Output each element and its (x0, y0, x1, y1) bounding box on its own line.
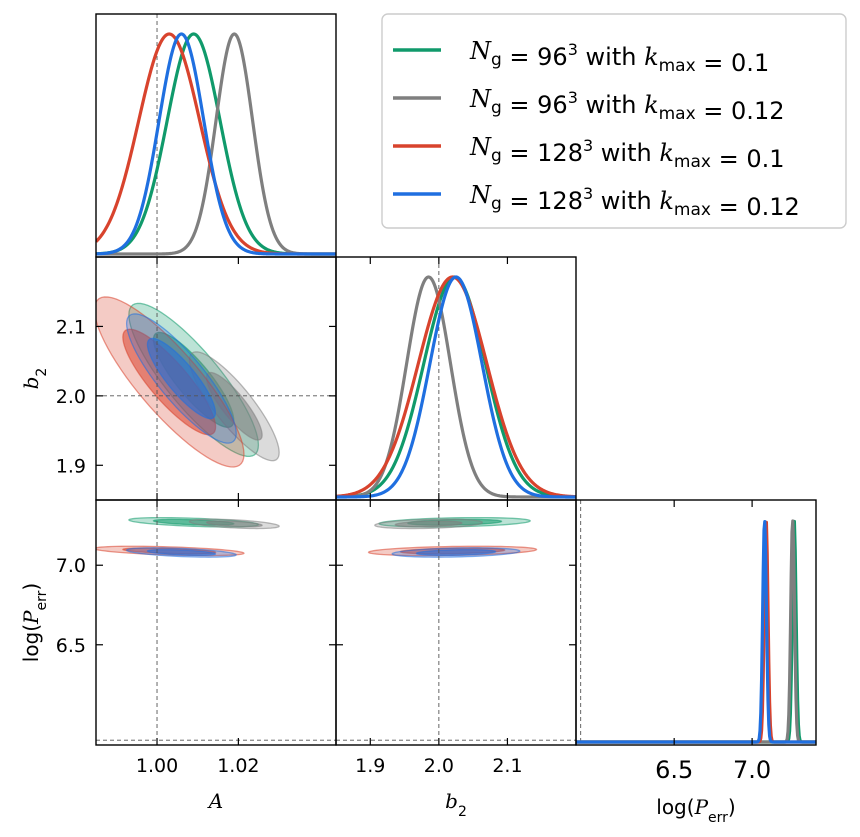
x-tick-label: 7.0 (733, 756, 771, 784)
marginal-curve-series-4 (336, 275, 576, 499)
x-tick-label: 1.9 (355, 755, 385, 777)
marginal-curve-series-1 (576, 519, 816, 744)
y-tick-label: 2.1 (56, 316, 86, 338)
x-tick-label: 2.1 (492, 755, 522, 777)
marginal-panel-P (576, 500, 816, 745)
axis-label-x-1: A (207, 789, 223, 813)
panel-frame-2-1 (335, 499, 577, 746)
y-tick-label: 2.0 (56, 386, 86, 408)
marginal-curve-series-4 (576, 520, 816, 744)
panel-frame-0-0 (95, 13, 337, 258)
y-tick-label: 6.5 (56, 635, 86, 657)
y-tick-label: 1.9 (56, 455, 86, 477)
legend: Ng = 963 with kmax = 0.1 Ng = 963 with km… (381, 13, 847, 229)
contour-panel-A-vs-P (96, 500, 336, 745)
legend-label-4: Ng = 1283 with kmax = 0.12 (469, 181, 800, 221)
axis-label-y-2: b2 (19, 368, 50, 390)
contour-inner-series-2 (394, 520, 463, 528)
marginal-panel-A (96, 14, 336, 257)
x-tick-label: 6.5 (655, 756, 693, 784)
legend-label-3: Ng = 1283 with kmax = 0.1 (469, 133, 785, 173)
marginal-curve-series-4 (96, 32, 336, 256)
marginal-curve-series-2 (336, 275, 576, 499)
marginal-panel-b (336, 257, 576, 500)
marginal-curve-series-3 (576, 520, 816, 744)
contour-panel-A-vs-b (96, 257, 336, 500)
panel-frame-2-0 (95, 499, 337, 746)
axis-label-x-2: b2 (445, 789, 467, 820)
contour-inner-series-4 (415, 548, 497, 557)
marginal-curve-series-2 (576, 519, 816, 744)
x-tick-label: 1.02 (217, 755, 259, 777)
panel-frame-2-2 (575, 499, 817, 746)
contour-panel-b-vs-P (336, 500, 576, 745)
contour-inner-series-4 (146, 548, 217, 557)
contour-inner-series-2 (205, 520, 263, 528)
marginal-curve-series-3 (96, 32, 336, 256)
panel-frame-1-1 (335, 256, 577, 501)
legend-label-1: Ng = 963 with kmax = 0.1 (469, 37, 769, 77)
x-tick-label: 2.0 (424, 755, 454, 777)
x-tick-label: 1.00 (136, 755, 178, 777)
axis-label-y-3: log(Perr) (19, 583, 50, 662)
legend-box (381, 13, 847, 229)
contour-inner-series-2 (205, 371, 263, 441)
legend-label-2: Ng = 963 with kmax = 0.12 (469, 85, 784, 125)
axis-label-x-3: log(Perr) (656, 795, 735, 826)
y-tick-label: 7.0 (56, 555, 86, 577)
contour-inner-series-4 (146, 337, 217, 420)
